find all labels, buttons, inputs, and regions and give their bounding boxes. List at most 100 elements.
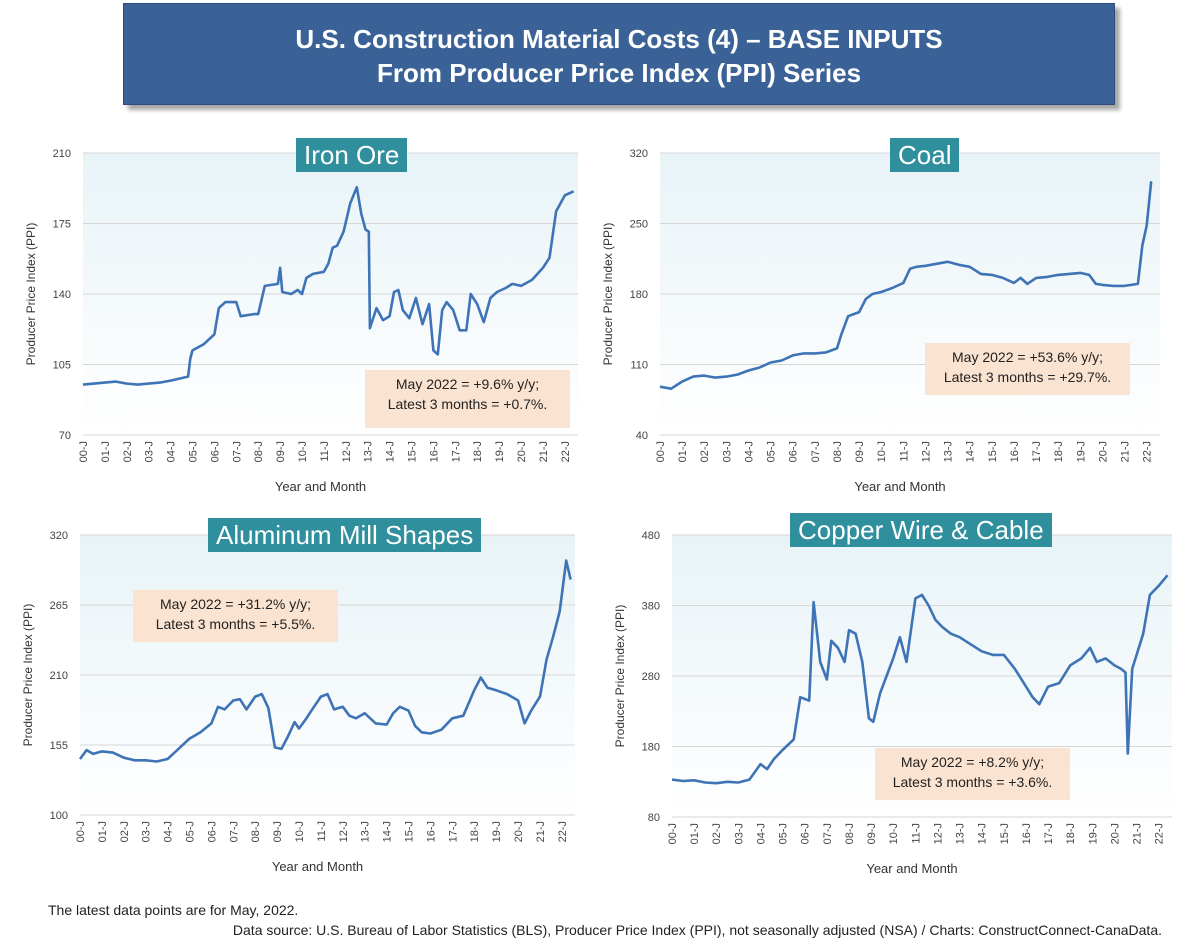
x-tick-label: 03-J (733, 823, 745, 844)
x-tick-label: 04-J (166, 441, 178, 462)
x-tick-label: 21-J (538, 441, 550, 462)
x-tick-label: 03-J (144, 441, 156, 462)
y-tick-label: 180 (630, 289, 648, 301)
annotation-line: Latest 3 months = +5.5%. (155, 616, 316, 632)
y-tick-label: 380 (642, 601, 660, 613)
x-tick-label: 16-J (425, 821, 437, 842)
chart-title: Aluminum Mill Shapes (208, 518, 482, 552)
x-tick-label: 08-J (253, 441, 265, 462)
series-line (78, 559, 572, 763)
x-tick-label: 16-J (428, 441, 440, 462)
x-tick-label: 02-J (119, 821, 131, 842)
y-tick-label: 210 (53, 148, 71, 160)
x-tick-label: 06-J (788, 441, 800, 462)
y-tick-label: 210 (50, 670, 68, 682)
annotation-box: May 2022 = +53.6% y/y; Latest 3 months = … (925, 343, 1130, 395)
y-tick-label: 40 (636, 430, 648, 442)
y-tick-label: 105 (53, 360, 71, 372)
chart-title: Iron Ore (296, 138, 408, 172)
x-axis-label: Year and Month (272, 859, 363, 874)
x-tick-label: 00-J (667, 823, 679, 844)
x-tick-label: 18-J (469, 821, 481, 842)
page-subtitle: From Producer Price Index (PPI) Series (376, 58, 862, 88)
x-tick-label: 17-J (450, 441, 462, 462)
x-tick-label: 22-J (1154, 823, 1166, 844)
annotation-box: May 2022 = +31.2% y/y; Latest 3 months = … (133, 590, 338, 642)
annotation-line: Latest 3 months = +3.6%. (892, 774, 1053, 790)
y-tick-label: 175 (53, 219, 71, 231)
series-line (659, 181, 1153, 390)
x-tick-label: 13-J (955, 823, 967, 844)
x-tick-label: 05-J (188, 441, 200, 462)
x-tick-label: 18-J (1053, 441, 1065, 462)
series-line (671, 574, 1169, 785)
x-tick-label: 11-J (898, 441, 910, 462)
x-tick-label: 19-J (491, 821, 503, 842)
x-axis-label: Year and Month (866, 861, 957, 876)
title-banner: U.S. Construction Material Costs (4) – B… (123, 3, 1115, 105)
x-tick-label: 11-J (316, 821, 328, 842)
x-tick-label: 09-J (275, 441, 287, 462)
y-tick-label: 250 (630, 219, 648, 231)
x-tick-label: 02-J (122, 441, 134, 462)
y-tick-label: 155 (50, 740, 68, 752)
x-tick-label: 00-J (75, 821, 87, 842)
y-tick-label: 110 (630, 360, 648, 372)
y-tick-label: 265 (50, 600, 68, 612)
y-axis-label: Producer Price Index (PPI) (24, 223, 38, 366)
y-tick-label: 80 (648, 812, 660, 824)
x-tick-label: 10-J (876, 441, 888, 462)
x-tick-label: 15-J (404, 821, 416, 842)
x-tick-label: 16-J (1009, 441, 1021, 462)
x-tick-label: 03-J (141, 821, 153, 842)
x-tick-label: 01-J (100, 441, 112, 462)
y-tick-label: 140 (53, 289, 71, 301)
x-tick-label: 08-J (250, 821, 262, 842)
x-tick-label: 20-J (516, 441, 528, 462)
x-tick-label: 07-J (231, 441, 243, 462)
x-tick-label: 12-J (338, 821, 350, 842)
x-tick-label: 16-J (1021, 823, 1033, 844)
x-tick-label: 14-J (385, 441, 397, 462)
annotation-line: May 2022 = +9.6% y/y; (395, 376, 540, 392)
x-tick-label: 15-J (987, 441, 999, 462)
annotation-line: Latest 3 months = +0.7%. (387, 396, 548, 412)
x-tick-label: 21-J (1132, 823, 1144, 844)
x-tick-label: 09-J (866, 823, 878, 844)
x-tick-label: 01-J (677, 441, 689, 462)
chart-svg: 100 155 210 265 320 00-J 01-J 02-J 03-J 04-J 05-J 0… (21, 530, 575, 874)
chart-aluminum-mill-shapes: 100 155 210 265 320 00-J 01-J 02-J 03-J 04-J 05-J 0… (0, 515, 590, 885)
chart-svg: 70 105 140 175 210 00-J 01-J 02-J 03-J 04-J 05-J 06… (24, 148, 578, 494)
x-tick-label: 22-J (1142, 441, 1154, 462)
chart-svg: 40 110 180 250 320 00-J 01-J 02-J 03-J 04-J 05-J 06… (601, 148, 1160, 494)
y-tick-label: 480 (642, 530, 660, 542)
y-tick-label: 320 (50, 530, 68, 542)
chart-title: Coal (890, 138, 960, 172)
x-tick-label: 21-J (1120, 441, 1132, 462)
x-axis-label: Year and Month (275, 479, 366, 494)
x-tick-label: 04-J (163, 821, 175, 842)
x-tick-label: 05-J (778, 823, 790, 844)
annotation-box: May 2022 = +9.6% y/y; Latest 3 months = +… (365, 370, 570, 428)
x-tick-label: 05-J (185, 821, 197, 842)
annotation-line: May 2022 = +53.6% y/y; (952, 349, 1103, 365)
page-title: U.S. Construction Material Costs (4) – B… (295, 24, 943, 54)
x-tick-label: 20-J (1109, 823, 1121, 844)
x-axis-label: Year and Month (854, 479, 945, 494)
x-tick-label: 12-J (341, 441, 353, 462)
x-tick-label: 01-J (97, 821, 109, 842)
annotation-line: May 2022 = +8.2% y/y; (900, 754, 1045, 770)
chart-copper-wire-cable: 80 180 280 380 480 00-J 01-J 02-J 03-J 04-J 05-J 06… (590, 510, 1190, 885)
y-tick-label: 280 (642, 671, 660, 683)
x-tick-label: 22-J (557, 821, 569, 842)
x-tick-label: 20-J (513, 821, 525, 842)
x-tick-label: 09-J (854, 441, 866, 462)
x-tick-label: 18-J (472, 441, 484, 462)
x-tick-label: 09-J (272, 821, 284, 842)
x-tick-label: 18-J (1065, 823, 1077, 844)
x-tick-label: 07-J (228, 821, 240, 842)
x-tick-label: 12-J (932, 823, 944, 844)
x-tick-label: 02-J (699, 441, 711, 462)
chart-svg: 80 180 280 380 480 00-J 01-J 02-J 03-J 04-J 05-J 06… (613, 530, 1172, 876)
footer-note: The latest data points are for May, 2022… (48, 902, 299, 918)
